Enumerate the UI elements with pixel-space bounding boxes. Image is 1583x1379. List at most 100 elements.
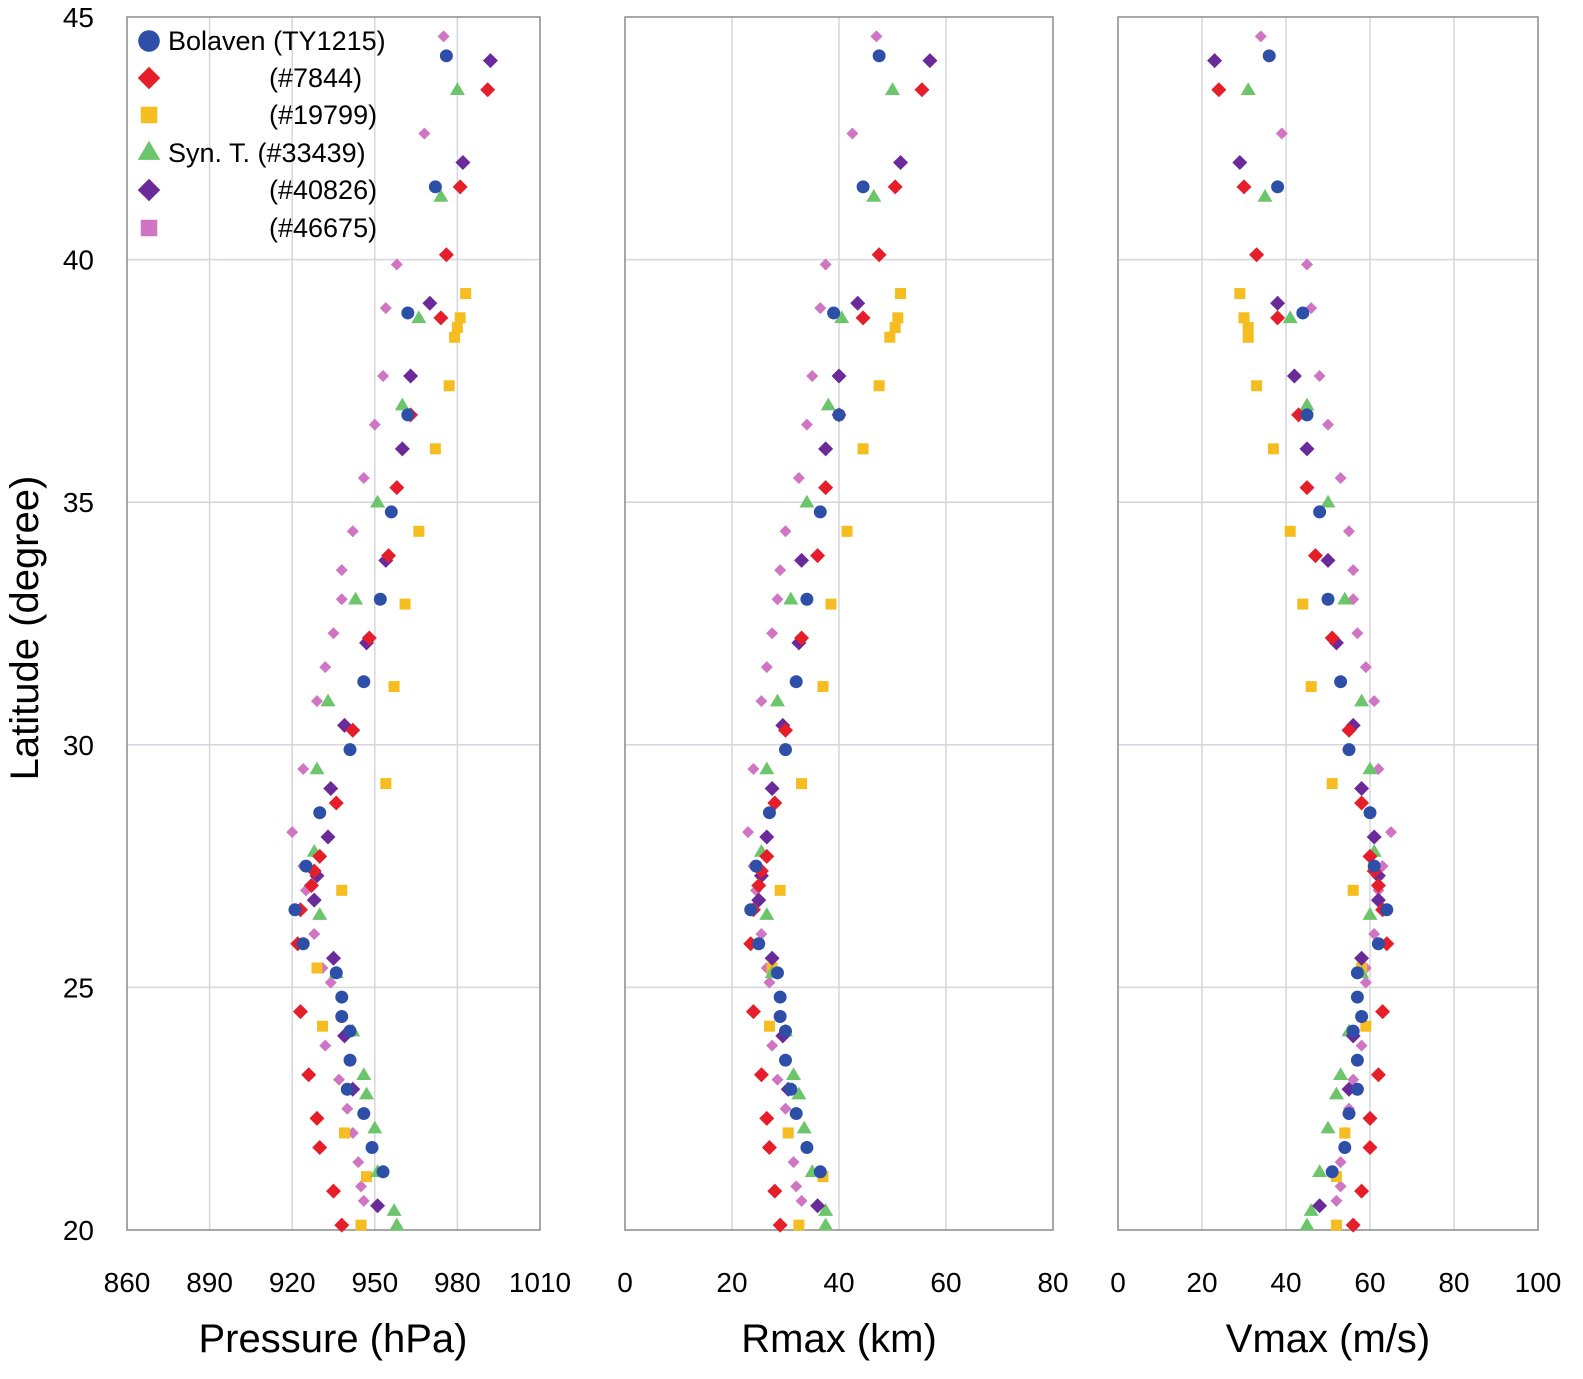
data-point-bolaven <box>872 49 886 63</box>
data-point-bolaven <box>800 1141 814 1154</box>
data-point-s7844 <box>871 247 887 263</box>
data-point-bolaven <box>1350 966 1364 980</box>
x-tick-label: 20 <box>1186 1267 1217 1298</box>
data-point-bolaven <box>313 806 327 820</box>
data-point-s46675 <box>1368 928 1381 941</box>
data-point-s40826 <box>403 368 419 384</box>
data-point-s46675 <box>787 1156 800 1169</box>
data-point-s33439 <box>1333 1067 1349 1080</box>
data-point-s19799 <box>339 1127 351 1139</box>
x-axis-label: Vmax (m/s) <box>1226 1317 1430 1361</box>
data-point-s46675 <box>1330 1194 1343 1207</box>
data-point-bolaven <box>384 505 398 519</box>
data-point-s19799 <box>380 778 392 790</box>
data-point-s7844 <box>309 1110 325 1126</box>
data-point-s7844 <box>303 878 319 894</box>
data-point-s40826 <box>759 829 775 845</box>
data-point-s46675 <box>437 30 450 43</box>
data-point-s46675 <box>319 661 332 674</box>
data-point-s46675 <box>1385 826 1397 839</box>
legend-marker-s40826 <box>137 178 161 202</box>
data-point-bolaven <box>749 859 763 873</box>
data-point-s40826 <box>1354 780 1370 796</box>
data-point-s46675 <box>755 695 768 708</box>
data-point-s7844 <box>361 630 377 646</box>
data-point-s46675 <box>1334 471 1347 484</box>
data-point-s46675 <box>1334 1156 1347 1169</box>
data-point-s46675 <box>790 1180 803 1193</box>
data-point-bolaven <box>340 1082 354 1096</box>
data-point-bolaven <box>1296 306 1310 320</box>
data-point-s46675 <box>335 593 348 606</box>
data-point-bolaven <box>1380 903 1394 917</box>
data-point-s46675 <box>327 627 340 640</box>
data-point-bolaven <box>1363 806 1377 820</box>
data-point-s40826 <box>764 780 780 796</box>
data-point-s19799 <box>841 525 853 537</box>
data-point-bolaven <box>1334 675 1348 689</box>
data-point-s46675 <box>806 370 819 383</box>
data-point-bolaven <box>373 592 387 606</box>
data-point-s46675 <box>418 127 431 140</box>
data-point-s46675 <box>1322 418 1334 431</box>
x-tick-label: 80 <box>1037 1267 1068 1298</box>
data-point-bolaven <box>376 1165 390 1179</box>
data-point-bolaven <box>1321 592 1335 606</box>
legend-label-s33439: Syn. T. (#33439) <box>168 138 366 168</box>
data-point-s19799 <box>311 962 323 974</box>
data-point-s46675 <box>1355 1039 1368 1052</box>
data-point-s7844 <box>751 878 767 894</box>
data-point-s33439 <box>834 310 850 324</box>
data-point-s19799 <box>793 1219 805 1231</box>
data-point-s19799 <box>454 312 466 324</box>
data-point-s40826 <box>794 552 810 568</box>
x-tick-label: 1010 <box>509 1267 571 1298</box>
data-point-s33439 <box>359 1086 375 1100</box>
data-point-s46675 <box>819 258 832 271</box>
data-point-s46675 <box>779 525 792 538</box>
data-point-s7844 <box>1270 310 1286 326</box>
data-point-s46675 <box>1347 564 1360 577</box>
data-point-bolaven <box>744 903 758 917</box>
data-point-s46675 <box>755 928 768 941</box>
legend-marker-s33439 <box>137 140 161 160</box>
data-point-bolaven <box>770 966 784 980</box>
data-point-bolaven <box>401 408 415 422</box>
data-point-s40826 <box>422 295 438 311</box>
data-point-s7844 <box>381 548 397 564</box>
data-point-s7844 <box>1341 722 1357 738</box>
data-point-s7844 <box>438 247 454 263</box>
data-point-s46675 <box>763 976 776 989</box>
data-point-s46675 <box>774 564 787 577</box>
data-point-s40826 <box>751 892 767 908</box>
data-point-s7844 <box>761 1140 777 1156</box>
data-point-s46675 <box>324 976 337 989</box>
data-point-s40826 <box>482 53 498 69</box>
vmax-panel: 0 20 40 60 80 100 Vmax (m/s) <box>1110 16 1561 1361</box>
data-point-s33439 <box>783 591 799 605</box>
data-point-s46675 <box>308 928 321 941</box>
data-point-s7844 <box>810 548 826 564</box>
legend-label-s46675: (#46675) <box>269 213 377 243</box>
data-point-s33439 <box>1282 310 1298 324</box>
data-point-bolaven <box>773 1010 787 1023</box>
data-point-s40826 <box>1270 295 1286 311</box>
data-point-bolaven <box>856 180 870 194</box>
data-point-s33439 <box>370 494 386 508</box>
data-point-s7844 <box>753 1067 769 1083</box>
data-point-bolaven <box>288 903 302 917</box>
data-point-s7844 <box>328 795 344 811</box>
data-point-s7844 <box>301 1067 317 1083</box>
data-point-bolaven <box>299 859 313 873</box>
data-point-s46675 <box>1301 258 1313 271</box>
data-point-s33439 <box>1320 1120 1336 1134</box>
data-point-s7844 <box>887 179 903 195</box>
data-point-bolaven <box>335 990 349 1004</box>
data-point-s33439 <box>320 693 336 707</box>
y-tick-label: 30 <box>63 730 94 761</box>
data-point-bolaven <box>343 1024 357 1038</box>
data-point-s19799 <box>413 525 425 537</box>
data-point-s46675 <box>779 1102 792 1115</box>
data-point-s33439 <box>356 1067 372 1080</box>
